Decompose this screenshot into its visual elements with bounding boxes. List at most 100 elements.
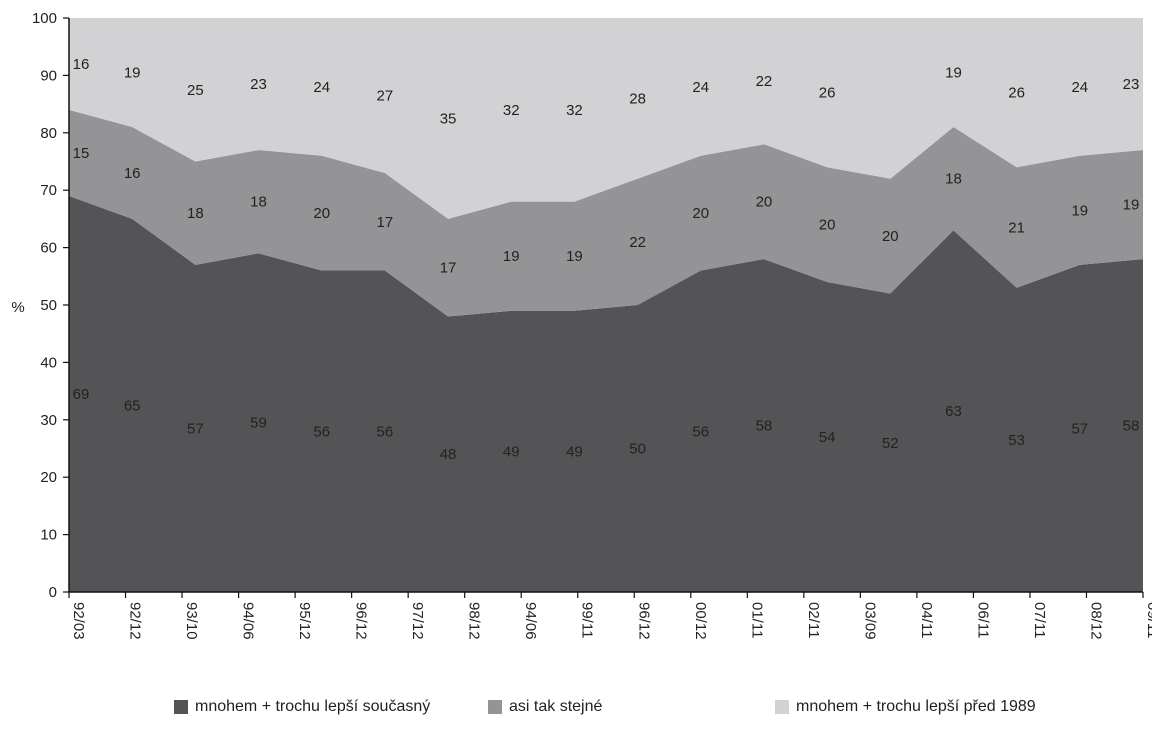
data-label: 32 bbox=[503, 102, 520, 119]
data-label: 57 bbox=[1071, 420, 1088, 437]
data-label: 23 bbox=[1123, 76, 1140, 93]
data-label: 20 bbox=[756, 194, 773, 211]
y-tick-label: 20 bbox=[40, 469, 57, 486]
x-tick-label: 09/11 bbox=[1144, 602, 1152, 638]
data-label: 22 bbox=[756, 73, 773, 90]
data-label: 20 bbox=[692, 205, 709, 222]
data-label: 16 bbox=[73, 56, 90, 73]
y-tick-label: 90 bbox=[40, 67, 57, 84]
y-tick-label: 10 bbox=[40, 527, 57, 544]
data-label: 59 bbox=[250, 415, 267, 432]
data-label: 20 bbox=[882, 228, 899, 245]
data-label: 27 bbox=[377, 87, 394, 104]
legend: mnohem + trochu lepší současný asi tak s… bbox=[0, 698, 1152, 728]
x-tick-label: 96/12 bbox=[353, 602, 370, 640]
data-label: 24 bbox=[313, 79, 330, 96]
data-label: 57 bbox=[187, 420, 204, 437]
x-tick-label: 99/11 bbox=[579, 602, 596, 638]
data-label: 63 bbox=[945, 403, 962, 420]
data-label: 21 bbox=[1008, 220, 1025, 237]
data-label: 50 bbox=[629, 441, 646, 458]
legend-label-current: mnohem + trochu lepší současný bbox=[195, 698, 431, 715]
data-label: 18 bbox=[187, 205, 204, 222]
data-label: 18 bbox=[250, 194, 267, 211]
data-label: 56 bbox=[313, 423, 330, 440]
data-label: 19 bbox=[1123, 197, 1140, 214]
data-label: 19 bbox=[566, 248, 583, 265]
data-label: 24 bbox=[1071, 79, 1088, 96]
legend-label-same: asi tak stejné bbox=[509, 698, 603, 715]
y-axis-label: % bbox=[11, 299, 24, 316]
stacked-area-chart: 0 10 20 30 40 50 60 70 80 90 100 92/03 92/12 93/10 94/… bbox=[11, 10, 1152, 640]
x-tick-label: 98/12 bbox=[466, 602, 483, 640]
y-tick-label: 0 bbox=[49, 584, 57, 601]
x-tick-label: 01/11 bbox=[748, 602, 765, 638]
x-tick-label: 93/10 bbox=[183, 602, 200, 640]
data-label: 58 bbox=[1123, 418, 1140, 435]
data-label: 22 bbox=[629, 234, 646, 251]
data-label: 49 bbox=[566, 443, 583, 460]
x-tick-label: 95/12 bbox=[296, 602, 313, 640]
x-tick-label: 97/12 bbox=[409, 602, 426, 640]
area-layers bbox=[69, 18, 1143, 592]
legend-swatch-current bbox=[174, 700, 188, 714]
legend-item-same: asi tak stejné bbox=[488, 698, 602, 716]
axes: 0 10 20 30 40 50 60 70 80 90 100 92/03 92/12 93/10 94/… bbox=[32, 10, 1152, 640]
data-label: 28 bbox=[629, 90, 646, 107]
data-label: 18 bbox=[945, 171, 962, 188]
x-tick-label: 96/12 bbox=[635, 602, 652, 640]
data-label: 20 bbox=[313, 205, 330, 222]
data-label: 17 bbox=[377, 214, 394, 231]
y-tick-label: 30 bbox=[40, 412, 57, 429]
data-label: 56 bbox=[692, 423, 709, 440]
data-label: 25 bbox=[187, 82, 204, 99]
x-tick-label: 94/06 bbox=[522, 602, 539, 640]
area-series-2 bbox=[69, 109, 1143, 317]
data-label: 48 bbox=[440, 446, 457, 463]
data-labels: 69 65 57 59 56 56 48 49 49 50 56 58 54 52 63 53 57 58 15 16… bbox=[73, 56, 1140, 463]
data-label: 52 bbox=[882, 435, 899, 452]
x-tick-label: 92/03 bbox=[70, 602, 87, 640]
data-label: 20 bbox=[819, 217, 836, 234]
data-label: 69 bbox=[73, 386, 90, 403]
x-tick-label: 92/12 bbox=[127, 602, 144, 640]
legend-swatch-same bbox=[488, 700, 502, 714]
x-tick-label: 02/11 bbox=[805, 602, 822, 638]
data-label: 65 bbox=[124, 397, 141, 414]
x-tick-label: 07/11 bbox=[1031, 602, 1048, 638]
y-tick-label: 50 bbox=[40, 297, 57, 314]
x-tick-label: 03/09 bbox=[861, 602, 878, 640]
legend-swatch-before-1989 bbox=[775, 700, 789, 714]
data-label: 19 bbox=[945, 65, 962, 82]
data-label: 19 bbox=[1071, 202, 1088, 219]
data-label: 19 bbox=[124, 65, 141, 82]
y-tick-label: 100 bbox=[32, 10, 57, 27]
data-label: 24 bbox=[692, 79, 709, 96]
data-label: 23 bbox=[250, 76, 267, 93]
data-label: 49 bbox=[503, 443, 520, 460]
x-tick-label: 06/11 bbox=[974, 602, 991, 638]
y-tick-label: 40 bbox=[40, 354, 57, 371]
data-label: 53 bbox=[1008, 432, 1025, 449]
x-tick-label: 94/06 bbox=[240, 602, 257, 640]
x-tick-label: 08/12 bbox=[1087, 602, 1104, 640]
legend-item-current: mnohem + trochu lepší současný bbox=[174, 698, 430, 716]
y-tick-label: 80 bbox=[40, 125, 57, 142]
legend-label-before-1989: mnohem + trochu lepší před 1989 bbox=[796, 698, 1036, 715]
area-series-1 bbox=[69, 195, 1143, 592]
data-label: 16 bbox=[124, 165, 141, 182]
x-tick-label: 00/12 bbox=[692, 602, 709, 640]
data-label: 15 bbox=[73, 145, 90, 162]
y-tick-label: 70 bbox=[40, 182, 57, 199]
area-series-3 bbox=[69, 18, 1143, 219]
data-label: 58 bbox=[756, 418, 773, 435]
y-tick-label: 60 bbox=[40, 240, 57, 257]
x-tick-label: 04/11 bbox=[918, 602, 935, 638]
data-label: 35 bbox=[440, 110, 457, 127]
legend-item-before-1989: mnohem + trochu lepší před 1989 bbox=[775, 698, 1036, 716]
data-label: 19 bbox=[503, 248, 520, 265]
data-label: 26 bbox=[1008, 85, 1025, 102]
data-label: 17 bbox=[440, 260, 457, 277]
data-label: 56 bbox=[377, 423, 394, 440]
data-label: 54 bbox=[819, 429, 836, 446]
